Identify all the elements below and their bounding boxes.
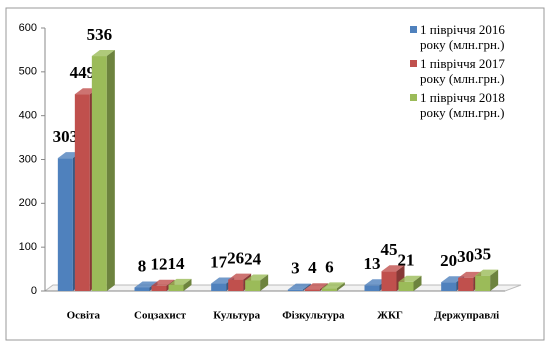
y-tick-label: 600: [19, 22, 37, 34]
legend-swatch: [410, 60, 417, 67]
value-label: 536: [87, 25, 113, 44]
bar-front: [287, 289, 303, 291]
bar: [287, 283, 311, 291]
bar-top: [134, 281, 158, 288]
value-label: 6: [325, 257, 334, 276]
bar: [475, 269, 499, 291]
value-label: 4: [308, 258, 317, 277]
bar-front: [211, 283, 227, 291]
bar-top: [398, 275, 422, 282]
bar-top: [91, 50, 115, 57]
legend-entry: 1 півріччя 2018 року (млн.грн.): [410, 90, 530, 120]
y-tick-label: 300: [19, 153, 37, 165]
bar: [245, 274, 269, 291]
bar-side: [490, 269, 499, 291]
legend-entry: 1 півріччя 2016 року (млн.грн.): [410, 22, 530, 52]
bar-top: [321, 282, 345, 289]
bar-top: [245, 274, 269, 281]
value-label: 24: [244, 249, 262, 268]
legend-label: 1 півріччя 2017 року (млн.грн.): [420, 56, 505, 86]
bar-top: [151, 279, 175, 286]
bar-front: [228, 279, 244, 291]
bar: [168, 278, 192, 291]
value-label: 3: [291, 259, 300, 278]
legend-entry: 1 півріччя 2017 року (млн.грн.): [410, 56, 530, 86]
value-label: 26: [227, 249, 244, 268]
legend: 1 півріччя 2016 року (млн.грн.) 1 піврічч…: [410, 22, 530, 124]
x-tick-label: Фізкультура: [282, 310, 345, 322]
bar-front: [441, 282, 457, 291]
y-tick-label: 200: [19, 197, 37, 209]
x-tick-label: Культура: [213, 310, 260, 322]
bar-front: [304, 289, 320, 291]
bar-front: [245, 280, 261, 291]
bar-top: [381, 265, 405, 272]
bar: [91, 50, 115, 292]
bar-top: [475, 269, 499, 276]
bar-side: [413, 275, 422, 291]
value-label: 8: [138, 256, 147, 275]
bar-side: [183, 278, 192, 291]
bar-front: [168, 284, 184, 291]
bar-front: [475, 275, 491, 291]
y-tick-label: 100: [19, 241, 37, 253]
value-label: 35: [474, 245, 491, 264]
bar: [321, 282, 345, 291]
x-tick-label: ЖКГ: [377, 310, 403, 322]
bar-front: [381, 271, 397, 291]
bar-top: [458, 271, 482, 278]
bar-front: [364, 285, 380, 291]
x-tick-label: Освіта: [67, 310, 101, 322]
bar-front: [458, 277, 474, 291]
value-label: 21: [398, 251, 415, 270]
y-tick-label: 400: [19, 110, 37, 122]
legend-label: 1 півріччя 2018 року (млн.грн.): [420, 90, 505, 120]
bar-top: [287, 283, 311, 290]
bar: [398, 275, 422, 291]
legend-label: 1 півріччя 2016 року (млн.грн.): [420, 22, 505, 52]
bar-side: [106, 50, 115, 292]
value-label: 12: [151, 255, 168, 274]
value-label: 449: [70, 63, 96, 82]
bar-front: [91, 56, 107, 292]
bar-top: [304, 283, 328, 290]
bar-top: [211, 277, 235, 284]
value-label: 20: [440, 251, 457, 270]
bar-side: [336, 282, 345, 291]
y-tick-label: 0: [31, 285, 37, 297]
legend-swatch: [410, 94, 417, 101]
bar-front: [57, 158, 73, 291]
chart-border: [5, 7, 545, 341]
y-tick-label: 500: [19, 66, 37, 78]
bar-front: [398, 281, 414, 291]
bar-top: [228, 273, 252, 280]
bar-front: [151, 285, 167, 291]
bar-top: [168, 278, 192, 285]
bar-front: [74, 94, 90, 292]
bar-side: [260, 274, 269, 291]
x-tick-label: Соцзахист: [134, 310, 187, 322]
value-label: 14: [168, 254, 186, 273]
value-label: 303: [53, 127, 79, 146]
x-tick-label: Держуправлі: [434, 310, 499, 322]
bar-front: [134, 287, 150, 291]
value-label: 13: [364, 254, 381, 273]
value-label: 17: [210, 252, 228, 271]
legend-swatch: [410, 26, 417, 33]
bar-front: [321, 288, 337, 291]
bar-side: [302, 283, 311, 291]
value-label: 30: [457, 247, 474, 266]
value-label: 45: [381, 240, 398, 259]
